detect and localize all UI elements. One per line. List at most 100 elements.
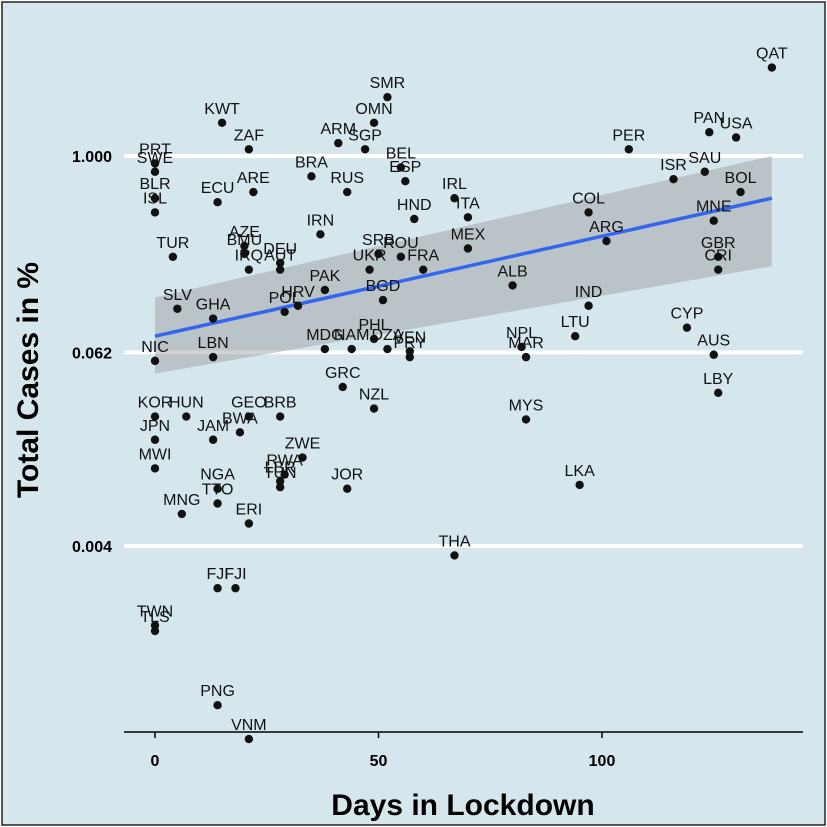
point-label: SMR <box>370 75 406 92</box>
data-point <box>624 145 634 154</box>
data-point <box>240 241 249 251</box>
point-label: RWA <box>266 453 303 470</box>
data-point <box>463 244 473 253</box>
trend-line <box>154 196 773 338</box>
y-tick-label: 0.062 <box>72 345 112 362</box>
point-label: OMN <box>355 101 392 118</box>
point-label: ECU <box>201 180 235 197</box>
data-point <box>182 412 191 421</box>
point-label: SRB <box>362 232 395 249</box>
data-point <box>360 145 370 154</box>
data-point <box>213 484 222 493</box>
point-label: KWT <box>204 101 240 118</box>
data-point <box>307 172 316 181</box>
y-tick-labels: 1.000 0.062 0.004 <box>72 149 112 556</box>
point-label: ARG <box>589 219 624 236</box>
point-label: CYP <box>670 306 703 323</box>
point-label: ITA <box>456 195 480 212</box>
data-point <box>244 734 254 744</box>
regression-line <box>154 196 773 338</box>
point-label: ZWE <box>285 436 321 453</box>
point-label: LBR <box>265 459 296 476</box>
data-point <box>293 301 303 310</box>
data-point <box>334 138 343 148</box>
point-label: ALB <box>497 263 527 280</box>
data-point <box>280 470 289 479</box>
data-point <box>177 509 187 519</box>
point-label: MWI <box>139 446 172 463</box>
point-label: ZAF <box>234 127 264 144</box>
data-point <box>275 482 285 492</box>
point-label: FJI <box>206 566 228 583</box>
data-point <box>316 230 325 239</box>
data-point <box>150 464 160 473</box>
point-label: SWE <box>137 150 173 167</box>
data-point <box>731 133 741 142</box>
point-label: GHA <box>196 297 231 314</box>
point-label: BRA <box>295 154 328 171</box>
point-label: IND <box>575 284 603 301</box>
data-point <box>343 187 352 197</box>
point-label: PRT <box>139 141 171 158</box>
point-label: MYS <box>509 397 544 414</box>
data-point <box>508 281 517 290</box>
point-label: IRN <box>307 212 335 229</box>
y-tick-label: 0.004 <box>72 539 112 556</box>
data-points <box>150 63 777 744</box>
data-point <box>244 265 254 274</box>
data-point <box>374 249 383 259</box>
data-point <box>767 63 777 72</box>
point-label: MAR <box>508 335 544 352</box>
point-label: GRC <box>325 365 361 382</box>
point-label: JPN <box>140 418 170 435</box>
point-label: VNM <box>231 717 267 734</box>
grid-lines <box>124 154 803 548</box>
data-point <box>150 412 160 421</box>
point-label: BWA <box>222 410 258 427</box>
point-label: ROU <box>383 235 419 252</box>
data-point <box>736 187 745 197</box>
point-label: GEO <box>231 395 267 412</box>
data-point <box>714 265 723 274</box>
point-label: LTU <box>561 314 590 331</box>
data-point <box>240 249 249 259</box>
data-point <box>217 118 227 128</box>
point-label: ISL <box>143 190 167 207</box>
point-label: MNE <box>696 199 732 216</box>
data-point <box>208 352 218 362</box>
point-label: DEU <box>263 241 297 258</box>
point-label: COL <box>572 190 605 207</box>
data-point <box>150 159 160 168</box>
point-label: UKR <box>353 248 387 265</box>
point-label: ISR <box>660 157 687 174</box>
data-point <box>168 252 178 262</box>
point-label: DZA <box>371 327 403 344</box>
data-point <box>450 551 459 560</box>
point-label: NAM <box>334 327 370 344</box>
data-point <box>378 295 388 305</box>
data-point <box>450 194 459 203</box>
data-point <box>280 307 289 317</box>
point-label: GBR <box>701 235 736 252</box>
point-label: THA <box>438 533 470 550</box>
data-point <box>383 92 392 102</box>
data-point <box>320 285 330 295</box>
confidence-band-area <box>155 156 772 374</box>
data-point <box>320 344 330 354</box>
point-label: TWN <box>137 603 173 620</box>
data-point <box>419 265 428 274</box>
data-point <box>714 252 723 262</box>
point-label: BMU <box>227 232 263 249</box>
confidence-band <box>155 156 772 374</box>
point-label: ARE <box>237 170 270 187</box>
point-label: BLR <box>139 176 170 193</box>
data-point <box>275 412 285 421</box>
point-label: BRB <box>264 395 297 412</box>
axes <box>124 731 803 738</box>
point-label: HUN <box>169 395 204 412</box>
data-point <box>521 352 531 362</box>
y-tick-label: 1.000 <box>72 149 112 166</box>
point-label: VEN <box>393 329 426 346</box>
